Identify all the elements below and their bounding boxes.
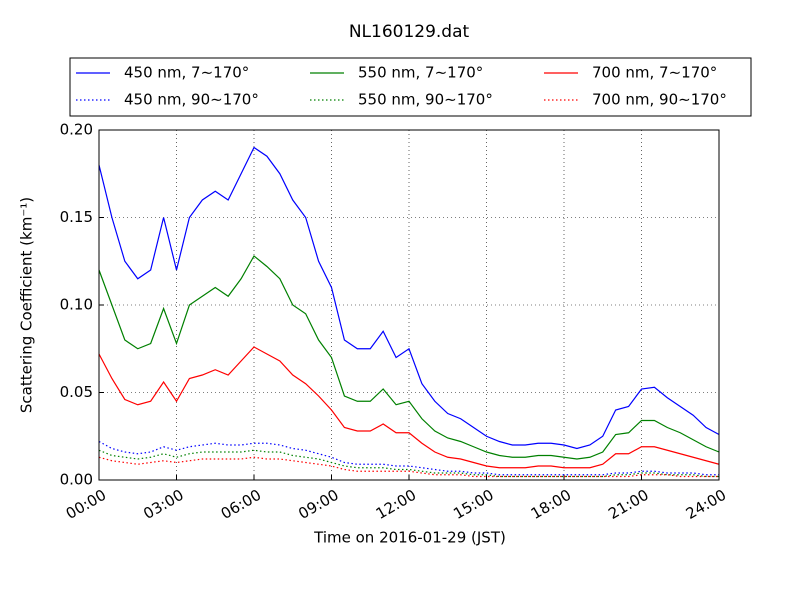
series-line bbox=[98, 440, 719, 476]
legend-box bbox=[69, 57, 752, 117]
y-axis-label: Scattering Coefficient (km⁻¹) bbox=[18, 197, 36, 413]
series-line bbox=[98, 146, 720, 450]
y-tick-label: 0.20 bbox=[60, 121, 93, 139]
legend-label: 700 nm, 7∼170° bbox=[592, 64, 717, 82]
chart-title: NL160129.dat bbox=[349, 22, 470, 42]
legend-label: 450 nm, 7∼170° bbox=[124, 64, 249, 82]
legend-label: 550 nm, 90∼170° bbox=[358, 91, 493, 109]
plot-frame bbox=[98, 129, 720, 481]
series-line bbox=[98, 346, 720, 469]
series-line bbox=[98, 456, 719, 478]
legend-label: 700 nm, 90∼170° bbox=[592, 91, 727, 109]
y-tick-label: 0.00 bbox=[60, 471, 93, 489]
legend-label: 550 nm, 7∼170° bbox=[358, 64, 483, 82]
legend-label: 450 nm, 90∼170° bbox=[124, 91, 259, 109]
y-tick-label: 0.05 bbox=[60, 383, 93, 401]
series-line bbox=[98, 255, 720, 460]
y-tick-label: 0.10 bbox=[60, 296, 93, 314]
y-tick-label: 0.15 bbox=[60, 208, 93, 226]
x-axis-label: Time on 2016-01-29 (JST) bbox=[313, 529, 506, 547]
